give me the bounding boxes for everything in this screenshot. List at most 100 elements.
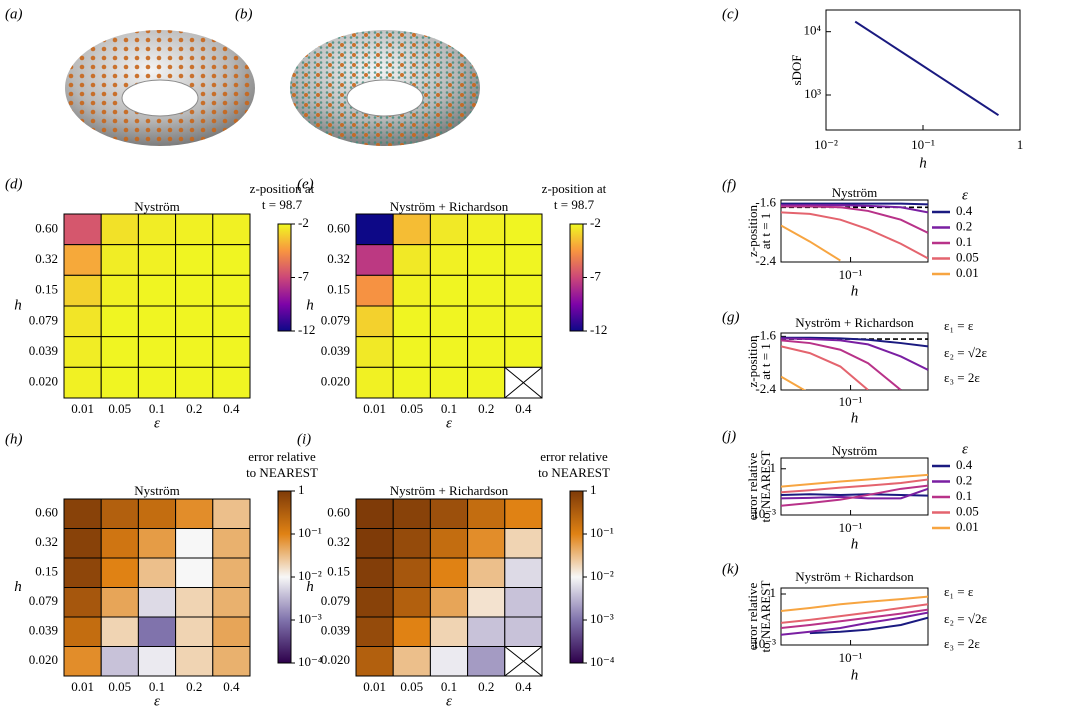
heatmap-cell: [467, 498, 506, 529]
heatmap-cell: [137, 557, 177, 588]
missing-cross: [504, 366, 543, 399]
plot-title: Nyström + Richardson: [795, 315, 914, 330]
heatmap-cell: [392, 366, 431, 399]
heatmap-cell: [175, 274, 214, 307]
heatmap-cell: [175, 616, 214, 647]
x-tick-label: 0.05: [400, 679, 423, 694]
y-tick-label: 0.60: [35, 505, 58, 520]
colorbar-tick-label: 1: [298, 482, 305, 497]
heatmap-cell: [467, 244, 506, 276]
torus-a: [65, 30, 255, 146]
series-line: [781, 211, 928, 260]
y-tick-label: 0.15: [35, 282, 58, 297]
heatmap-cell: [175, 213, 214, 246]
heatmap-cell: [429, 498, 469, 529]
x-tick-label: 0.01: [71, 679, 94, 694]
heatmap-cell: [355, 557, 394, 588]
series-line: [781, 375, 807, 390]
heatmap-cell: [355, 587, 394, 618]
x-axis-label: ε: [446, 415, 452, 431]
heatmap-cell: [429, 616, 469, 647]
panel-label: (c): [722, 6, 739, 22]
heatmap-cell: [100, 557, 139, 588]
y-axis-label: to NEAREST: [758, 451, 773, 523]
x-tick-label: 10⁻¹: [911, 137, 935, 152]
legend-label: 0.2: [956, 218, 972, 233]
series-line: [781, 484, 928, 507]
series-line: [781, 202, 928, 206]
heatmap-cell: [467, 528, 506, 559]
series-line: [781, 595, 928, 612]
annotation: ε₁ = ε: [944, 318, 974, 333]
heatmap-cell: [175, 587, 214, 618]
heatmap-cell: [392, 498, 431, 529]
y-tick-label: 0.079: [321, 593, 350, 608]
heatmap-cell: [212, 616, 251, 647]
y-tick-label: 10⁻³: [752, 636, 776, 651]
x-tick-label: 0.05: [108, 401, 131, 416]
heatmap-cell: [355, 646, 394, 677]
heatmap-cell: [392, 305, 431, 338]
colorbar-tick-label: 10⁻³: [590, 611, 614, 626]
heatmap-cell: [100, 244, 139, 276]
y-tick-label: 0.039: [321, 623, 350, 638]
colorbar-label: error relative: [248, 449, 316, 464]
heatmap-cell: [100, 528, 139, 559]
y-tick-label: 0.32: [327, 534, 350, 549]
x-tick-label: 0.1: [441, 401, 457, 416]
x-tick-label: 0.2: [186, 401, 202, 416]
series-line: [781, 473, 928, 488]
heatmap-cell: [355, 274, 394, 307]
heatmap-cell: [467, 336, 506, 368]
heatmap-cell: [212, 587, 251, 618]
x-tick-label: 0.1: [149, 401, 165, 416]
x-tick-label: 10⁻²: [814, 137, 838, 152]
plot-lines: [854, 20, 1000, 117]
x-tick-label: 10⁻¹: [839, 650, 863, 665]
x-tick-label: 0.1: [149, 679, 165, 694]
x-tick-label: 0.05: [108, 679, 131, 694]
series-line: [781, 205, 928, 234]
y-tick-label: 0.32: [35, 251, 58, 266]
heatmap-cell: [63, 646, 102, 677]
heatmap-cell: [175, 498, 214, 529]
x-tick-label: 10⁻¹: [839, 267, 863, 282]
y-tick-label: -2.4: [755, 253, 776, 268]
heatmap-cell: [137, 528, 177, 559]
x-axis-label: h: [851, 667, 859, 683]
y-tick-label: 0.15: [35, 564, 58, 579]
annotation: ε₁ = ε: [944, 584, 974, 599]
y-tick-label: 10⁴: [803, 23, 821, 38]
plot-title: Nyström: [134, 483, 180, 498]
panel-label: (g): [722, 309, 740, 325]
y-tick-label: 0.039: [29, 623, 58, 638]
y-tick-label: 0.60: [35, 220, 58, 235]
panel-label: (k): [722, 561, 739, 577]
y-tick-label: 0.020: [321, 652, 350, 667]
y-tick-label: -2.4: [755, 381, 776, 396]
x-tick-label: 0.4: [223, 679, 240, 694]
series-line: [854, 20, 1000, 117]
panel-label: (j): [722, 428, 736, 444]
heatmap-cell: [392, 274, 431, 307]
y-tick-label: 0.039: [321, 343, 350, 358]
legend-label: 0.1: [956, 488, 972, 503]
colorbar-tick-label: -2: [590, 215, 601, 230]
plot-frame: [780, 587, 929, 646]
colorbar-label: error relative: [540, 449, 608, 464]
colorbar-tick-label: -12: [298, 322, 315, 337]
y-tick-label: -1.6: [755, 195, 776, 210]
annotation: ε₂ = √2ε: [944, 611, 987, 626]
legend-label: 0.01: [956, 265, 979, 280]
heatmap-cell: [504, 587, 543, 618]
heatmap-cell: [392, 646, 431, 677]
y-tick-label: 0.039: [29, 343, 58, 358]
heatmap-cell: [137, 305, 177, 338]
heatmap-cell: [504, 498, 543, 529]
legend-label: 0.05: [956, 249, 979, 264]
heatmap-cell: [429, 213, 469, 246]
y-tick-label: 0.020: [29, 374, 58, 389]
heatmap-cell: [504, 557, 543, 588]
series-line: [781, 478, 928, 494]
heatmap-cell: [137, 274, 177, 307]
